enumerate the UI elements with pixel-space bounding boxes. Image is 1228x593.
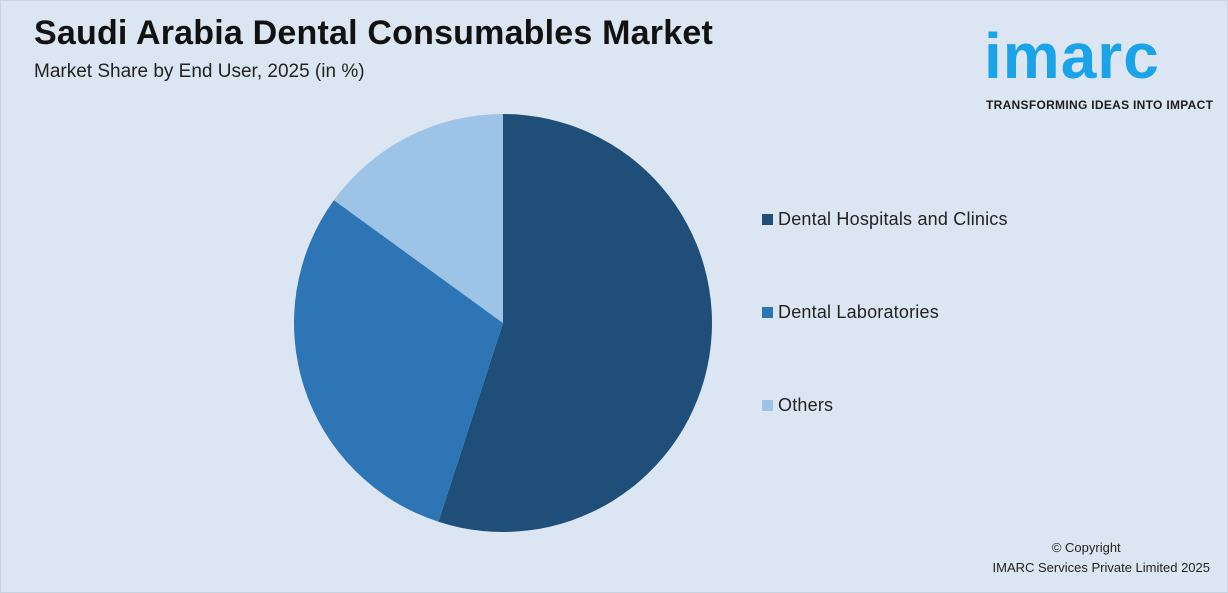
legend-label: Dental Laboratories (778, 301, 939, 322)
legend-swatch (762, 306, 773, 318)
legend-label: Dental Hospitals and Clinics (778, 208, 1008, 229)
legend-swatch (762, 213, 773, 225)
pie-slice-dental-hospitals-and-clinics (438, 114, 713, 532)
legend-label: Others (778, 394, 834, 415)
copyright-line: © Copyright (1051, 540, 1121, 555)
pie-slice-dental-laboratories (294, 200, 503, 522)
copyright-company: IMARC Services Private Limited 2025 (992, 560, 1210, 575)
chart-subtitle: Market Share by End User, 2025 (in %) (34, 61, 365, 82)
legend-item-others: Others (762, 394, 1008, 416)
pie-chart (294, 114, 713, 532)
chart-legend: Dental Hospitals and Clinics Dental Labor… (762, 208, 1008, 487)
copyright-notice: © Copyright IMARC Services Private Limit… (993, 538, 1210, 578)
legend-item-dental-laboratories: Dental Laboratories (762, 301, 1008, 323)
legend-swatch (762, 399, 773, 411)
logo-wordmark: imarc (984, 20, 1160, 92)
chart-title: Saudi Arabia Dental Consumables Market (34, 14, 713, 52)
imarc-logo: imarc TRANSFORMING IDEAS INTO IMPACT (984, 14, 1216, 114)
legend-item-dental-hospitals-and-clinics: Dental Hospitals and Clinics (762, 208, 1008, 230)
pie-slice-others (333, 114, 503, 323)
logo-tagline: TRANSFORMING IDEAS INTO IMPACT (986, 98, 1214, 112)
